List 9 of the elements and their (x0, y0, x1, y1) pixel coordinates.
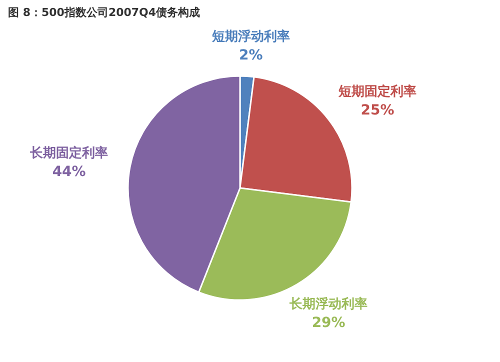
slice-label: 长期固定利率 (29, 145, 108, 162)
chart-title: 图 8：500指数公司2007Q4债务构成 (8, 6, 200, 19)
slice-label: 短期固定利率 (337, 84, 416, 100)
data-label: 25% (360, 102, 394, 119)
slice-label: 短期浮动利率 (210, 28, 290, 44)
data-label: 2% (239, 47, 263, 64)
data-label: 44% (52, 164, 86, 180)
slice-label: 长期浮动利率 (288, 296, 368, 312)
data-label: 29% (312, 314, 346, 331)
